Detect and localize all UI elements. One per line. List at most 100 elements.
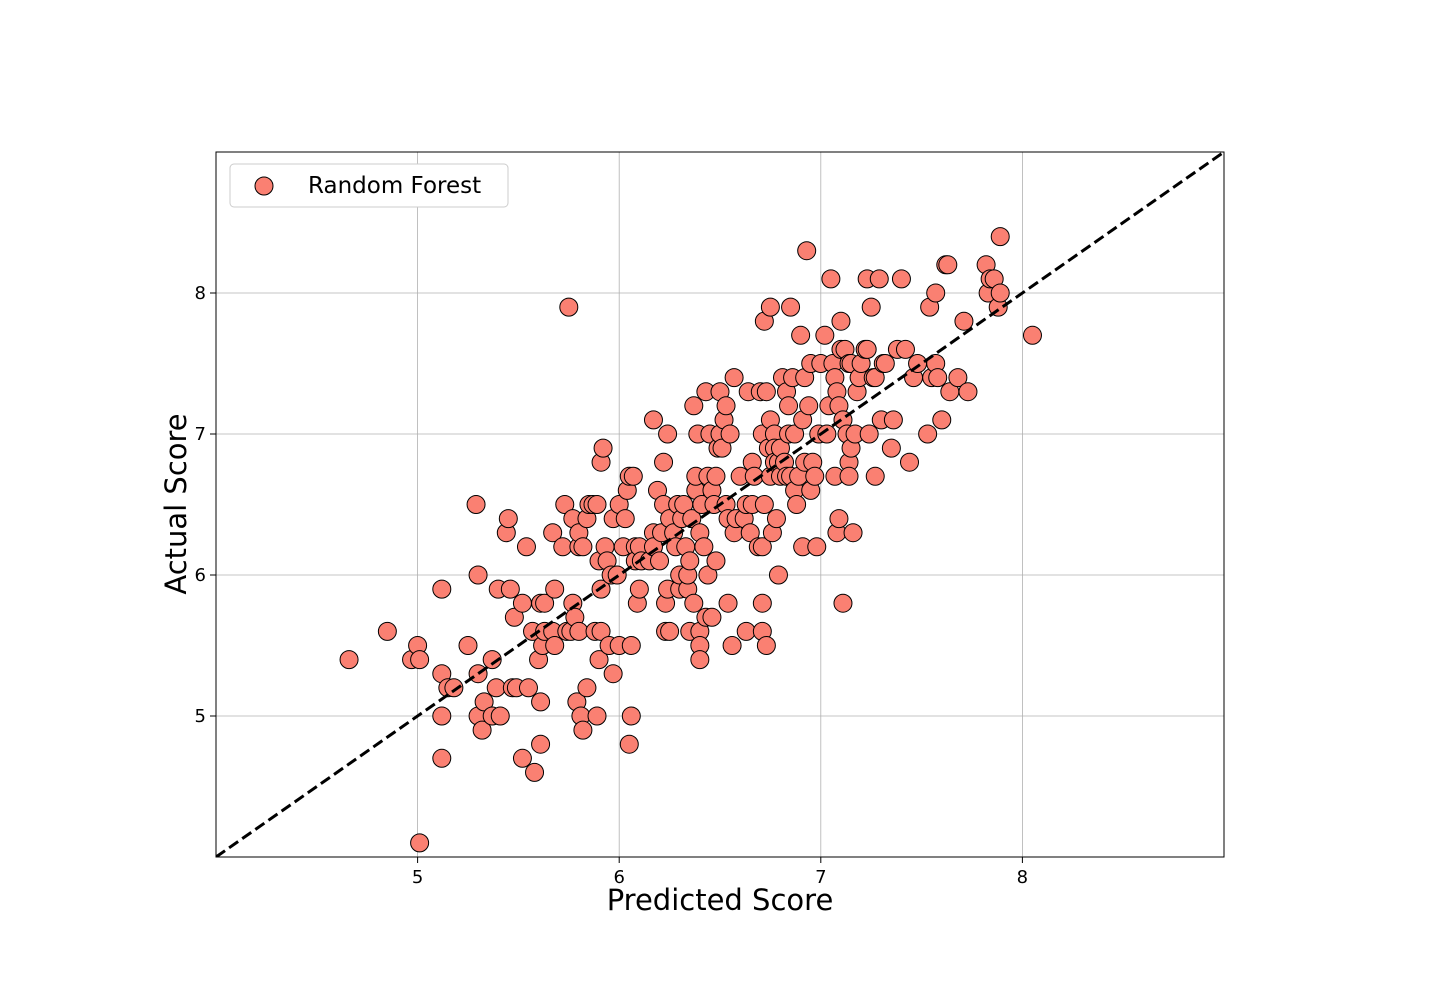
data-point [432,748,452,768]
data-point [377,621,397,641]
data-point [432,579,452,599]
data-point [766,509,786,529]
data-point [736,621,756,641]
data-point [654,452,674,472]
data-point [829,509,849,529]
data-point [573,537,593,557]
data-point [593,438,613,458]
data-point [587,706,607,726]
data-point [926,283,946,303]
data-point [650,551,670,571]
data-point [543,523,563,543]
data-point [603,664,623,684]
data-point [472,720,492,740]
data-point [990,227,1010,247]
data-point [900,452,920,472]
data-point [787,495,807,514]
plot-frame [215,151,1225,858]
data-point [468,664,488,684]
data-point [756,636,776,655]
data-point [432,706,452,726]
data-point [883,410,903,430]
data-point [518,678,538,698]
data-point [410,650,430,670]
data-point [698,565,718,585]
data-point [859,424,879,444]
data-point [569,621,589,641]
data-point [712,438,732,458]
data-point [839,466,859,486]
data-point [615,509,635,529]
data-point [629,579,649,599]
data-point [752,593,772,613]
data-point [559,297,579,317]
y-tick-label: 8 [195,283,206,304]
data-point [591,621,611,641]
data-point [500,579,520,599]
data-point [498,509,518,529]
data-point [486,678,506,698]
data-point [474,692,494,712]
data-point [807,537,827,557]
data-point [504,607,524,627]
data-point [621,636,641,655]
data-point [785,424,805,444]
data-point [573,720,593,740]
data-point [643,410,663,430]
data-point [791,325,811,345]
data-point [702,607,722,627]
legend-label: Random Forest [308,173,481,199]
data-point [857,339,877,359]
reference-line [216,152,1224,857]
y-tick-label: 6 [195,565,206,586]
data-point [779,396,799,416]
data-point [545,579,565,599]
data-point [932,410,952,430]
axis-ticks: 5 6 7 8 5 6 7 8 [195,283,1029,888]
data-point [621,706,641,726]
legend: Random Forest [229,163,509,208]
data-point [525,762,545,782]
x-tick-label: 5 [412,867,423,888]
data-point [512,593,532,613]
data-point [948,368,968,388]
data-point [512,748,532,768]
data-point [833,593,853,613]
data-point [861,297,881,317]
y-tick-label: 5 [195,706,206,727]
data-point [658,424,678,444]
data-points [339,227,1042,853]
data-point [718,593,738,613]
data-point [865,368,885,388]
data-point [1022,325,1042,345]
data-point [716,396,736,416]
y-axis-title: Actual Score [159,413,193,594]
data-point [684,396,704,416]
data-point [891,269,911,289]
data-point [805,466,825,486]
data-point [577,678,597,698]
data-point [781,297,801,317]
data-point [817,424,837,444]
data-point [740,523,760,543]
data-point [722,636,742,655]
data-point [706,466,726,486]
x-tick-label: 6 [613,867,624,888]
data-point [531,692,551,712]
data-point [553,537,573,557]
data-point [724,368,744,388]
legend-box [229,163,509,208]
data-point [545,636,565,655]
data-point [918,424,938,444]
legend-marker [254,176,274,196]
data-point [444,678,464,698]
y-tick-label: 7 [195,424,206,445]
data-point [490,706,510,726]
data-point [958,382,978,402]
data-point [895,339,915,359]
x-axis-title: Predicted Score [607,883,834,917]
data-point [756,382,776,402]
data-point [339,650,359,670]
data-point [531,734,551,754]
